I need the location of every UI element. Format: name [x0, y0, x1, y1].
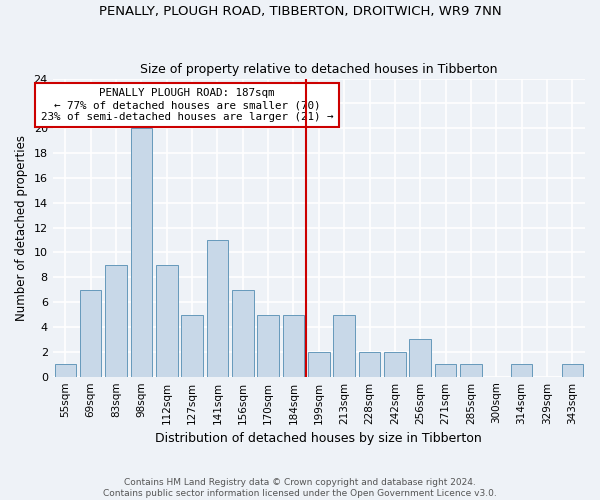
Bar [384, 352, 406, 376]
X-axis label: Distribution of detached houses by size in Tibberton: Distribution of detached houses by size … [155, 432, 482, 445]
Y-axis label: Number of detached properties: Number of detached properties [15, 134, 28, 320]
Bar [562, 364, 583, 376]
Bar [156, 265, 178, 376]
Bar [283, 314, 304, 376]
Bar [460, 364, 482, 376]
Bar [181, 314, 203, 376]
Bar [511, 364, 532, 376]
Title: Size of property relative to detached houses in Tibberton: Size of property relative to detached ho… [140, 63, 497, 76]
Bar [409, 340, 431, 376]
Text: PENALLY, PLOUGH ROAD, TIBBERTON, DROITWICH, WR9 7NN: PENALLY, PLOUGH ROAD, TIBBERTON, DROITWI… [98, 5, 502, 18]
Bar [257, 314, 279, 376]
Bar [435, 364, 457, 376]
Bar [80, 290, 101, 376]
Bar [206, 240, 228, 376]
Text: PENALLY PLOUGH ROAD: 187sqm
← 77% of detached houses are smaller (70)
23% of sem: PENALLY PLOUGH ROAD: 187sqm ← 77% of det… [41, 88, 333, 122]
Bar [131, 128, 152, 376]
Bar [105, 265, 127, 376]
Bar [359, 352, 380, 376]
Bar [232, 290, 254, 376]
Bar [55, 364, 76, 376]
Bar [334, 314, 355, 376]
Text: Contains HM Land Registry data © Crown copyright and database right 2024.
Contai: Contains HM Land Registry data © Crown c… [103, 478, 497, 498]
Bar [308, 352, 329, 376]
